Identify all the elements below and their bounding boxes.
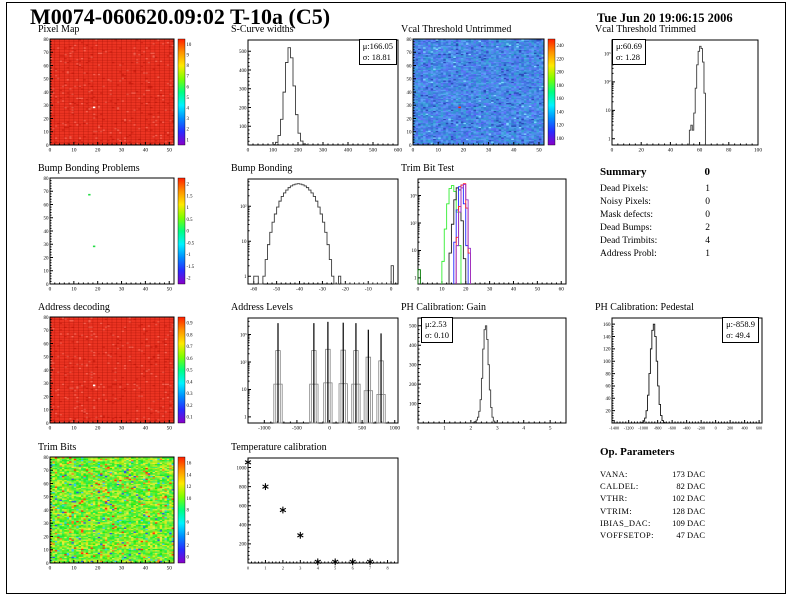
panel-bump-bonding: Bump Bonding [231,163,403,294]
panel-title: Trim Bits [38,442,77,453]
panel-title: Bump Bonding [231,163,293,174]
panel-scurve-widths: S-Curve widths μ:166.05 σ: 18.81 [231,24,403,155]
summary-label: Dead Bumps: [600,223,652,233]
address-levels-histogram [231,314,403,433]
op-parameter-label: VTRIM: [600,505,633,516]
op-parameter-row: IBIAS_DAC: 109 DAC [600,517,705,529]
op-parameter-label: VTHR: [600,493,628,504]
summary-value: 1 [705,184,710,194]
stat-sigma: σ: 49.4 [726,330,751,341]
op-parameters-panel: Op. Parameters VANA: 173 DAC CALDEL: 82 … [600,446,705,541]
panel-title: Trim Bit Test [401,163,455,174]
stats-box: μ:-858.9 σ: 49.4 [722,317,759,344]
address-decoding-heatmap [38,314,201,433]
stat-mu: μ:166.05 [362,41,393,51]
stats-box: μ:2.53 σ: 0.10 [421,317,453,344]
stat-mu: μ:-858.9 [726,319,755,329]
panel-title: Vcal Threshold Trimmed [595,24,696,35]
op-parameter-row: VTHR: 102 DAC [600,492,705,504]
stats-box: μ:166.05 σ: 18.81 [358,39,397,66]
panel-vcal-trimmed: Vcal Threshold Trimmed μ:60.69 σ: 1.28 [595,24,763,155]
summary-value: 0 [705,210,710,220]
temperature-calibration-scatter [231,454,403,573]
panel-title: Pixel Map [38,24,80,35]
stat-sigma: σ: 1.28 [616,52,640,63]
timestamp: Tue Jun 20 19:06:15 2006 [597,11,733,25]
stat-sigma: σ: 0.10 [425,330,449,341]
summary-value: 2 [705,223,710,233]
op-parameter-row: CALDEL: 82 DAC [600,480,705,492]
op-parameter-value: 173 DAC [672,469,705,479]
summary-row: Address Probl: 1 [600,248,710,261]
bump-bonding-problems-map [38,175,201,294]
panel-title: PH Calibration: Pedestal [595,302,694,313]
vcal-untrimmed-heatmap [401,36,571,155]
stat-sigma: σ: 18.81 [362,52,391,63]
stat-mu: μ:2.53 [425,319,447,329]
panel-vcal-untrimmed: Vcal Threshold Untrimmed [401,24,571,155]
panel-trim-bits: Trim Bits [38,442,201,573]
summary-label: Dead Pixels: [600,184,649,194]
panel-title: Address decoding [38,302,110,313]
trim-bits-heatmap [38,454,201,573]
summary-label: Dead Trimbits: [600,236,658,246]
op-parameter-row: VANA: 173 DAC [600,468,705,480]
summary-row: Mask defects: 0 [600,209,710,222]
pixel-map-heatmap [38,36,201,155]
summary-row: Dead Trimbits: 4 [600,235,710,248]
stats-box: μ:60.69 σ: 1.28 [612,39,647,66]
panel-address-decoding: Address decoding [38,302,201,433]
panel-bump-bonding-problems: Bump Bonding Problems [38,163,201,294]
panel-title: Temperature calibration [231,442,327,453]
panel-title: S-Curve widths [231,24,294,35]
panel-title: Bump Bonding Problems [38,163,140,174]
summary-total: 0 [704,166,711,178]
stat-mu: μ:60.69 [616,41,643,51]
panel-trim-bit-test: Trim Bit Test [401,163,571,294]
op-parameter-label: CALDEL: [600,481,639,492]
summary-heading: Summary 0 [600,166,710,178]
summary-value: 1 [705,249,710,259]
summary-value: 0 [705,197,710,207]
op-parameter-value: 102 DAC [672,493,705,504]
summary-row: Noisy Pixels: 0 [600,196,710,209]
op-parameters-heading: Op. Parameters [600,446,675,458]
op-parameter-row: VTRIM: 128 DAC [600,505,705,517]
panel-title: Vcal Threshold Untrimmed [401,24,512,35]
panel-title: Address Levels [231,302,293,313]
summary-title: Summary [600,166,647,178]
panel-pixel-map: Pixel Map [38,24,201,155]
page-title: M0074-060620.09:02 T-10a (C5) [30,4,331,29]
summary-panel: Summary 0 Dead Pixels: 1 Noisy Pixels: 0… [600,166,710,261]
op-parameter-value: 82 DAC [676,481,705,492]
op-parameter-label: VOFFSETOP: [600,530,654,541]
panel-title: PH Calibration: Gain [401,302,486,313]
trim-bit-test-histogram [401,175,571,294]
summary-value: 4 [705,236,710,246]
panel-ph-gain: PH Calibration: Gain μ:2.53 σ: 0.10 [401,302,571,433]
op-parameter-label: IBIAS_DAC: [600,517,651,528]
panel-ph-pedestal: PH Calibration: Pedestal μ:-858.9 σ: 49.… [595,302,767,433]
panel-address-levels: Address Levels [231,302,403,433]
summary-label: Address Probl: [600,249,657,259]
summary-row: Dead Bumps: 2 [600,222,710,235]
summary-row: Dead Pixels: 1 [600,183,710,196]
op-parameter-value: 47 DAC [676,530,705,541]
summary-label: Mask defects: [600,210,654,220]
op-parameter-label: VANA: [600,469,628,479]
canvas-border [6,2,786,594]
bump-bonding-histogram [231,175,403,294]
panel-temperature-calibration: Temperature calibration [231,442,403,573]
summary-label: Noisy Pixels: [600,197,651,207]
op-parameter-value: 109 DAC [672,517,705,528]
op-parameter-value: 128 DAC [672,505,705,516]
op-parameter-row: VOFFSETOP: 47 DAC [600,529,705,541]
